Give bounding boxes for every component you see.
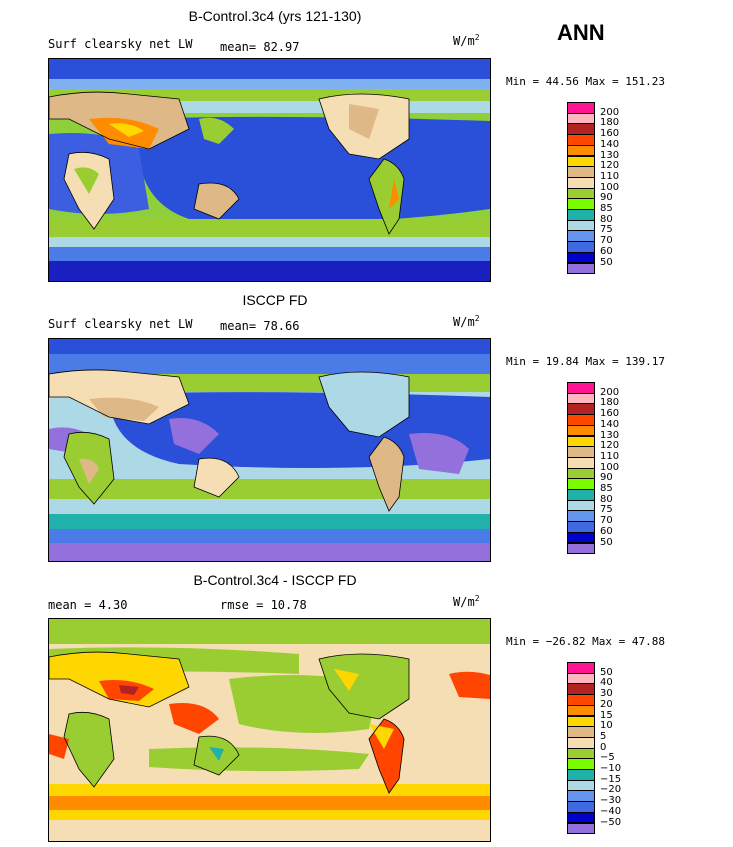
colorbar-level-label: 160 bbox=[600, 408, 620, 420]
colorbar-level-label: −30 bbox=[600, 795, 622, 807]
panel-1-map-svg bbox=[49, 59, 490, 281]
colorbar-level-label: 120 bbox=[600, 440, 620, 452]
panel-2-map-svg bbox=[49, 339, 490, 561]
panel-2-units-exp: 2 bbox=[474, 314, 480, 323]
panel-2-colorbar: 200 180 160 140 130 120 110 100 90 85 80 75 70 60 50 bbox=[567, 382, 637, 555]
colorbar-level-label: 60 bbox=[600, 525, 613, 537]
colorbar-level-label: 85 bbox=[600, 483, 613, 494]
panel-1-field-name: Surf clearsky net LW bbox=[48, 37, 193, 51]
colorbar-level-label: 90 bbox=[600, 472, 613, 484]
panel-1-minmax: Min = 44.56 Max = 151.23 bbox=[506, 75, 665, 88]
colorbar-level-label: 75 bbox=[600, 504, 613, 516]
colorbar-level-label: 50 bbox=[600, 536, 613, 548]
colorbar-level-label: 130 bbox=[600, 429, 620, 441]
colorbar-level-label: 100 bbox=[600, 181, 620, 193]
colorbar-level-label: 80 bbox=[600, 493, 613, 505]
panel-2-map bbox=[48, 338, 491, 562]
colorbar-level-label: 20 bbox=[600, 698, 613, 710]
panel-3-units-base: W/m bbox=[453, 595, 475, 609]
panel-3-map bbox=[48, 618, 491, 842]
colorbar-level-label: 30 bbox=[600, 688, 613, 700]
colorbar-level-label: 110 bbox=[600, 450, 620, 462]
panel-3-title: B-Control.3c4 - ISCCP FD bbox=[193, 572, 357, 588]
colorbar-swatch bbox=[567, 822, 595, 835]
colorbar-level-label: −50 bbox=[600, 816, 622, 828]
colorbar-level-label: 90 bbox=[600, 192, 613, 204]
panel-1-colorbar: 200 180 160 140 130 120 110 100 90 85 80 75 70 60 50 bbox=[567, 102, 637, 275]
colorbar-level-label: 180 bbox=[600, 397, 620, 409]
colorbar-level-label: 50 bbox=[600, 256, 613, 268]
colorbar-level-label: 85 bbox=[600, 203, 613, 214]
colorbar-swatch bbox=[567, 542, 595, 555]
panel-1-mean: mean= 82.97 bbox=[220, 40, 300, 54]
panel-2-mean: mean= 78.66 bbox=[220, 319, 300, 333]
colorbar-level-label: 5 bbox=[600, 730, 607, 742]
panel-2-units-base: W/m bbox=[453, 315, 475, 329]
colorbar-level-label: 70 bbox=[600, 235, 613, 247]
panel-1-units-exp: 2 bbox=[474, 33, 480, 42]
colorbar-level-label: 120 bbox=[600, 160, 620, 172]
panel-1-units-base: W/m bbox=[453, 34, 475, 48]
colorbar-level-label: 40 bbox=[600, 677, 613, 689]
colorbar-level-label: −10 bbox=[600, 763, 622, 774]
colorbar-level-label: 110 bbox=[600, 170, 620, 182]
season-label: ANN bbox=[557, 20, 605, 45]
panel-3-units: W/m2 bbox=[453, 594, 480, 609]
colorbar-level-label: 100 bbox=[600, 461, 620, 473]
panel-2-title: ISCCP FD bbox=[242, 292, 308, 308]
panel-3-map-svg bbox=[49, 619, 490, 841]
colorbar-level-label: −20 bbox=[600, 784, 622, 796]
colorbar-level-label: 70 bbox=[600, 515, 613, 527]
colorbar-level-label: 80 bbox=[600, 213, 613, 225]
colorbar-level-label: 10 bbox=[600, 720, 613, 732]
colorbar-level-label: 160 bbox=[600, 128, 620, 140]
colorbar-level-label: −15 bbox=[600, 773, 622, 785]
panel-2-units: W/m2 bbox=[453, 314, 480, 329]
panel-3-colorbar: 50 40 30 20 15 10 5 0 −5 −10 −15 −20 −30 −40 −50 bbox=[567, 662, 637, 835]
panel-3-units-exp: 2 bbox=[474, 594, 480, 603]
panel-1-title: B-Control.3c4 (yrs 121-130) bbox=[188, 8, 362, 24]
panel-3-rmse: rmse = 10.78 bbox=[220, 598, 307, 612]
colorbar-level-label: 75 bbox=[600, 224, 613, 236]
colorbar-level-label: 15 bbox=[600, 709, 613, 721]
colorbar-level-label: 130 bbox=[600, 149, 620, 161]
colorbar-swatch bbox=[567, 262, 595, 275]
colorbar-level-label: 200 bbox=[600, 386, 620, 398]
panel-1-map bbox=[48, 58, 491, 282]
colorbar-level-label: 180 bbox=[600, 117, 620, 129]
colorbar-level-label: 50 bbox=[600, 666, 613, 678]
panel-3-minmax: Min = −26.82 Max = 47.88 bbox=[506, 635, 665, 648]
colorbar-level-label: −5 bbox=[600, 752, 615, 764]
panel-1-units: W/m2 bbox=[453, 33, 480, 48]
colorbar-level-label: 140 bbox=[600, 138, 620, 150]
panel-2-minmax: Min = 19.84 Max = 139.17 bbox=[506, 355, 665, 368]
colorbar-level-label: 140 bbox=[600, 418, 620, 430]
colorbar-level-label: −40 bbox=[600, 805, 622, 817]
colorbar-level-label: 0 bbox=[600, 741, 607, 753]
colorbar-level-label: 200 bbox=[600, 106, 620, 118]
panel-3-mean: mean = 4.30 bbox=[48, 598, 128, 612]
colorbar-level-label: 60 bbox=[600, 245, 613, 257]
panel-2-field-name: Surf clearsky net LW bbox=[48, 317, 193, 331]
